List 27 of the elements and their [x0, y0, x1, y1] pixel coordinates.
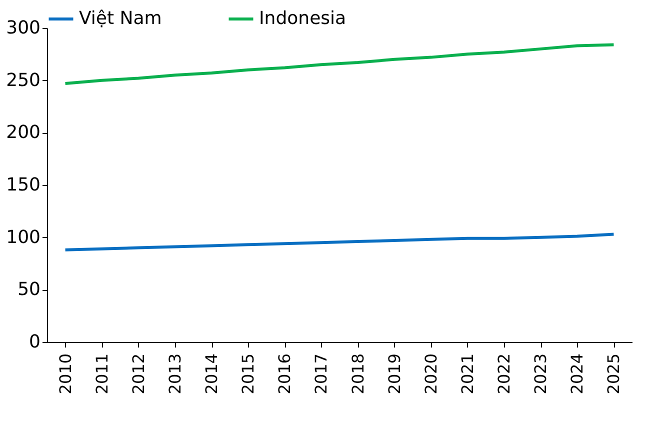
y-tick-label: 100	[6, 226, 40, 248]
y-tick-label: 50	[18, 279, 40, 300]
line-series	[64, 43, 616, 85]
legend-label: Indonesia	[259, 8, 346, 29]
y-tick-label: 200	[6, 122, 40, 144]
x-tick-label: 2010	[56, 354, 75, 394]
y-tick-label: 150	[6, 174, 40, 196]
x-tick-label: 2013	[165, 354, 184, 394]
x-tick-label: 2016	[275, 354, 294, 394]
x-tick-label: 2017	[312, 354, 331, 394]
x-tick-label: 2025	[604, 354, 624, 394]
y-tick-label: 0	[29, 332, 40, 352]
y-tick-label: 300	[6, 18, 40, 38]
x-tick-label: 2019	[384, 354, 404, 394]
x-tick-label: 2011	[92, 354, 112, 394]
x-tick-label: 2012	[128, 354, 148, 394]
x-tick-label: 2018	[348, 354, 368, 394]
y-tick-label: 250	[6, 70, 40, 91]
legend-label: Việt Nam	[79, 8, 162, 29]
x-tick-label: 2024	[568, 354, 587, 394]
x-tick-label: 2023	[531, 354, 550, 394]
x-tick-label: 2021	[458, 354, 477, 394]
x-tick-label: 2022	[494, 354, 514, 394]
x-tick-label: 2014	[202, 354, 222, 394]
x-tick-label: 2020	[421, 354, 440, 394]
x-tick-label: 2015	[238, 354, 258, 394]
line-series	[64, 232, 616, 252]
